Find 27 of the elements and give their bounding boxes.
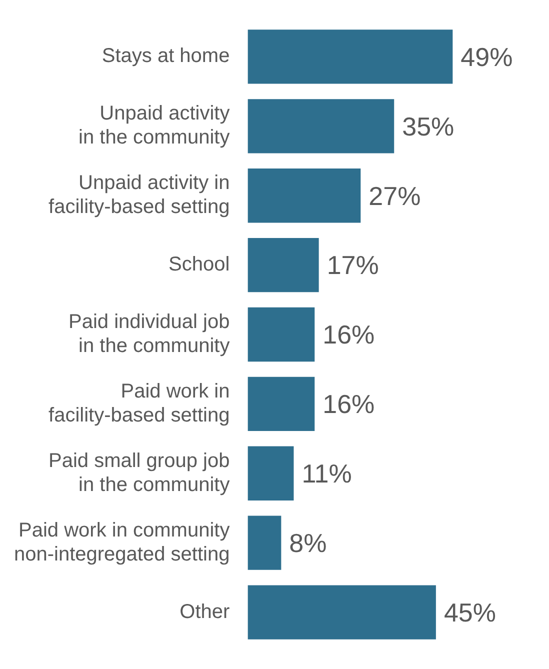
y-tick-label: Other <box>180 600 230 623</box>
y-tick-label: Paid work in community non-integregated setting <box>14 519 230 566</box>
y-tick-label: Unpaid activity in facility-based setting <box>48 172 230 218</box>
bar <box>248 168 361 223</box>
data-label: 49% <box>460 42 513 72</box>
y-tick-label: Paid work in facility-based setting <box>48 380 230 426</box>
data-label: 17% <box>326 250 379 280</box>
bar <box>248 238 319 292</box>
data-label: 16% <box>322 389 375 420</box>
data-label: 11% <box>302 458 352 489</box>
bar <box>248 307 315 362</box>
bar <box>248 446 294 500</box>
data-label: 35% <box>402 111 454 142</box>
data-label: 8% <box>289 528 327 558</box>
bar <box>248 30 453 84</box>
y-tick-label: Paid individual job in the community <box>68 311 230 358</box>
data-label: 45% <box>444 597 496 628</box>
y-tick-label: School <box>168 254 230 276</box>
y-tick-label: Unpaid activity in the community <box>78 102 230 149</box>
bar <box>248 516 282 570</box>
data-label: 27% <box>368 180 421 211</box>
y-tick-label: Paid small group job in the community <box>48 450 230 496</box>
bar <box>248 376 315 432</box>
y-tick-label: Stays at home <box>102 45 230 68</box>
bar <box>248 99 394 154</box>
bar <box>248 585 436 640</box>
data-label: 16% <box>322 320 375 350</box>
